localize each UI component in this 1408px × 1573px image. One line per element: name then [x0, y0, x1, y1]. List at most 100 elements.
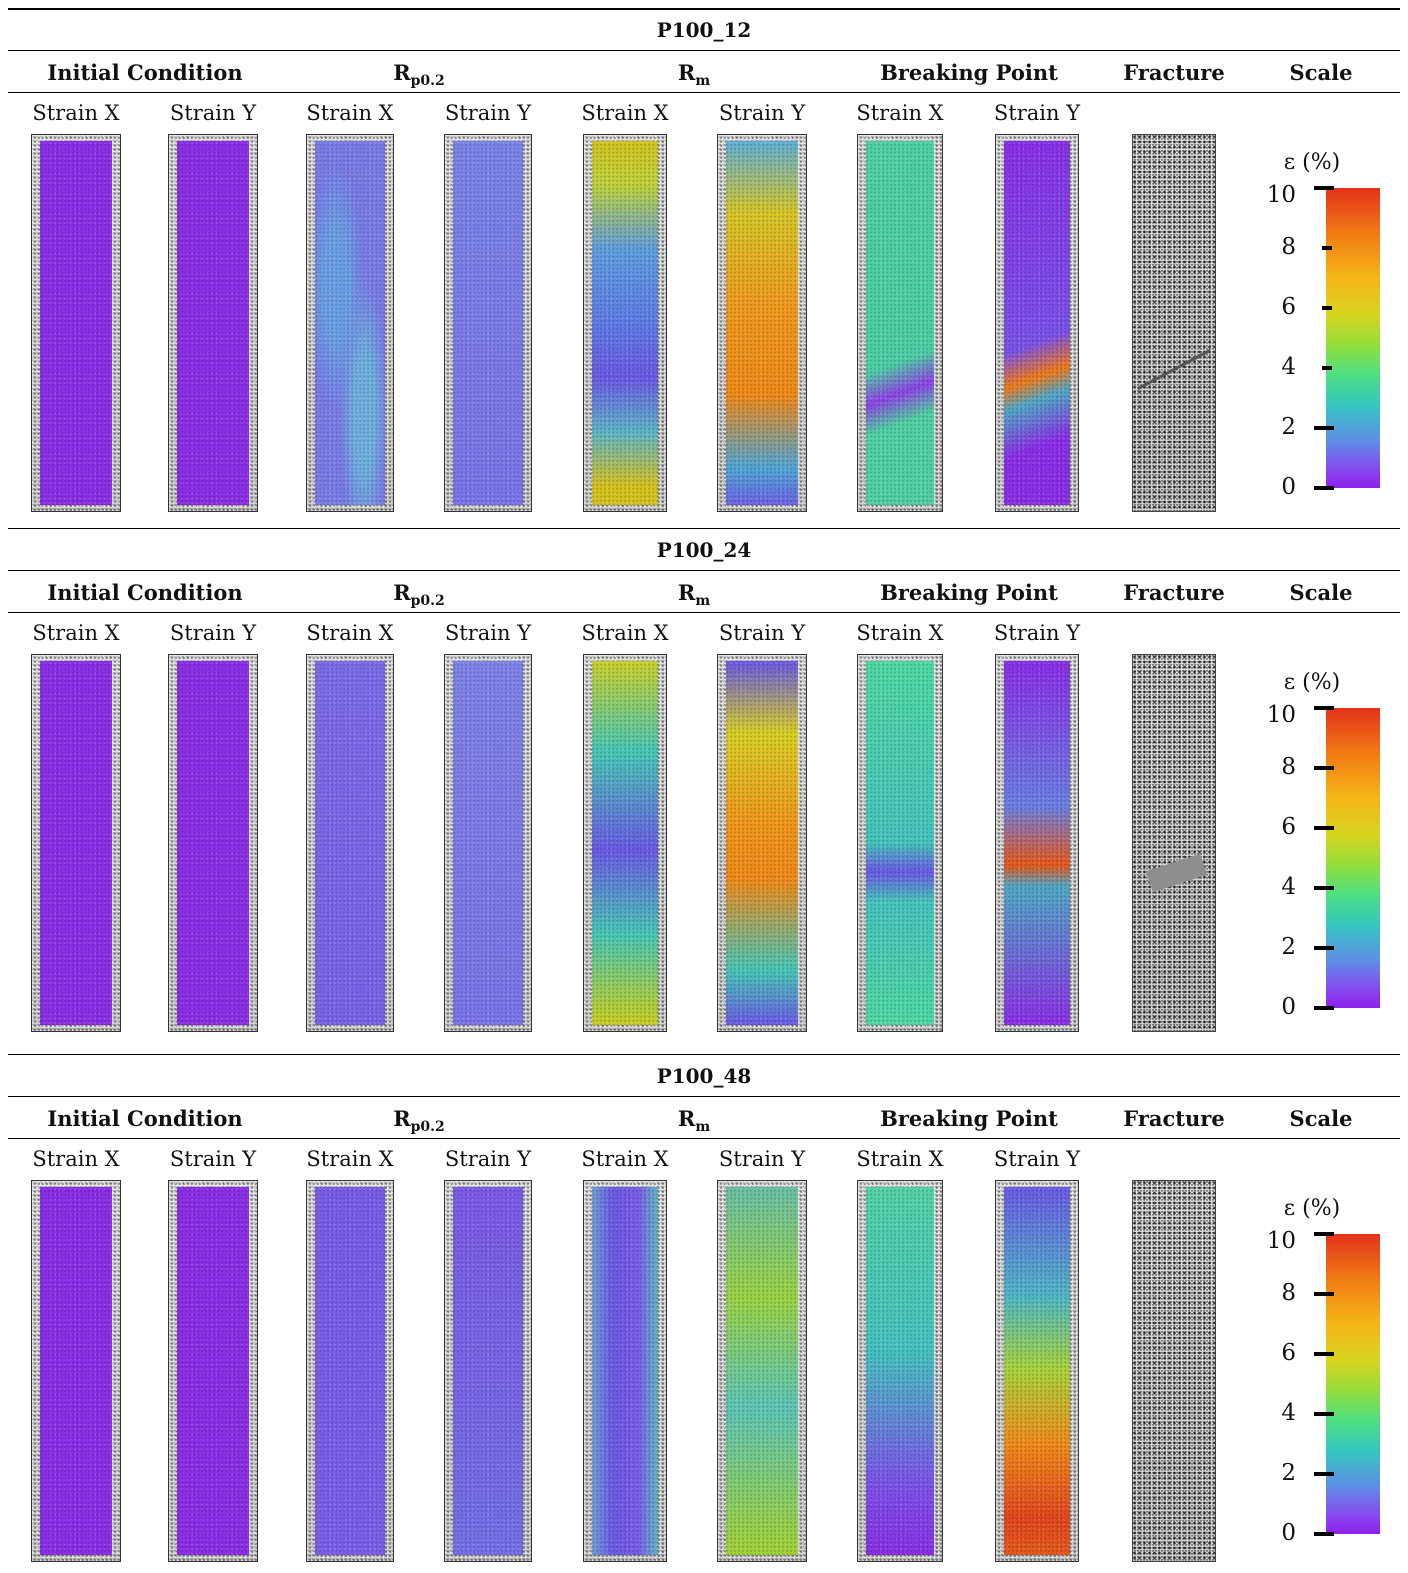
strain-texture — [307, 655, 393, 1031]
scale-tick-label: 2 — [1281, 934, 1296, 960]
strain-overlay — [866, 661, 934, 1025]
scale-tick — [1314, 1412, 1334, 1416]
scale-tick-label: 6 — [1281, 814, 1296, 840]
strain-texture — [996, 655, 1078, 1031]
subheader-strain: Strain Y — [718, 621, 806, 645]
subheader-strain: Strain Y — [169, 1147, 257, 1171]
subheader-strain: Strain Y — [169, 101, 257, 125]
strain-texture — [32, 135, 120, 511]
strain-texture — [445, 1181, 531, 1561]
scale-tick-label: 4 — [1281, 874, 1296, 900]
specimen-image — [583, 654, 667, 1032]
scale-epsilon-label: ε (%) — [1283, 150, 1341, 175]
header-scale: Scale — [1289, 60, 1353, 85]
header-breaking-point: Breaking Point — [880, 580, 1058, 605]
scale-tick — [1322, 366, 1332, 370]
specimen-image — [995, 134, 1079, 512]
subheader-strain: Strain X — [32, 621, 120, 645]
strain-texture — [858, 1181, 942, 1561]
header-rm-main: R — [677, 60, 696, 85]
subheader-strain: Strain X — [32, 1147, 120, 1171]
header-fracture: Fracture — [1123, 580, 1225, 605]
strain-overlay — [315, 1187, 385, 1555]
specimen-image — [306, 1180, 394, 1562]
header-rm: Rm — [644, 580, 744, 614]
header-initial-condition: Initial Condition — [47, 60, 243, 85]
strain-texture — [445, 655, 531, 1031]
section-title: P100_12 — [656, 18, 752, 42]
strain-overlay — [592, 661, 658, 1025]
fracture-image — [1132, 134, 1216, 512]
scale-tick — [1314, 886, 1334, 890]
specimen-image — [31, 1180, 121, 1562]
strain-overlay — [453, 661, 523, 1025]
header-rp02-sub: p0.2 — [410, 73, 445, 89]
strain-texture — [584, 1181, 666, 1561]
scale-tick — [1314, 826, 1334, 830]
scale-tick-label: 10 — [1266, 1228, 1296, 1254]
color-scale-bar — [1326, 188, 1380, 488]
header-rp02-sub: p0.2 — [410, 593, 445, 609]
subheader-rule — [8, 612, 1400, 613]
header-initial-condition: Initial Condition — [47, 1106, 243, 1131]
fracture-crack — [1137, 349, 1211, 391]
subheader-rule — [8, 92, 1400, 93]
fracture-crack — [1145, 853, 1208, 893]
strain-texture — [718, 1181, 806, 1561]
strain-overlay — [592, 1187, 658, 1555]
subheader-strain: Strain Y — [718, 1147, 806, 1171]
subheader-strain: Strain X — [306, 1147, 394, 1171]
subheader-strain: Strain Y — [993, 101, 1081, 125]
scale-tick-label: 8 — [1281, 754, 1296, 780]
subheader-strain: Strain X — [581, 101, 669, 125]
specimen-image — [444, 654, 532, 1032]
subheader-strain: Strain X — [32, 101, 120, 125]
strain-overlay — [866, 1187, 934, 1555]
fracture-image — [1132, 1180, 1216, 1562]
header-breaking-point: Breaking Point — [880, 60, 1058, 85]
specimen-image — [583, 134, 667, 512]
header-rp02-main: R — [393, 580, 411, 605]
specimen-image — [306, 654, 394, 1032]
scale-tick-label: 8 — [1281, 234, 1296, 260]
scale-tick-label: 0 — [1281, 1520, 1296, 1546]
header-rm: Rm — [644, 60, 744, 94]
scale-tick — [1314, 486, 1334, 490]
scale-tick — [1322, 306, 1332, 310]
strain-texture — [718, 655, 806, 1031]
color-scale-bar — [1326, 708, 1380, 1008]
strain-overlay — [177, 1187, 249, 1555]
strain-texture — [996, 1181, 1078, 1561]
scale-tick — [1314, 1232, 1334, 1236]
fracture-image — [1132, 654, 1216, 1032]
specimen-image — [717, 1180, 807, 1562]
strain-overlay — [315, 141, 385, 505]
scale-tick-label: 4 — [1281, 354, 1296, 380]
scale-tick — [1314, 1472, 1334, 1476]
strain-overlay — [592, 141, 658, 505]
subheader-strain: Strain Y — [444, 1147, 532, 1171]
scale-tick-label: 4 — [1281, 1400, 1296, 1426]
scale-tick — [1314, 706, 1334, 710]
strain-overlay — [726, 1187, 798, 1555]
header-rm-main: R — [677, 580, 696, 605]
strain-texture — [169, 1181, 257, 1561]
subheader-strain: Strain Y — [444, 101, 532, 125]
strain-texture — [718, 135, 806, 511]
scale-tick-label: 0 — [1281, 474, 1296, 500]
scale-tick — [1314, 426, 1334, 430]
strain-texture — [858, 135, 942, 511]
specimen-image — [995, 1180, 1079, 1562]
strain-overlay — [1004, 661, 1070, 1025]
header-rp02: Rp0.2 — [359, 1106, 479, 1140]
header-rp02-main: R — [393, 60, 411, 85]
scale-epsilon-label: ε (%) — [1283, 1196, 1341, 1221]
specimen-image — [444, 134, 532, 512]
strain-texture — [169, 655, 257, 1031]
header-rp02: Rp0.2 — [359, 580, 479, 614]
scale-tick-label: 2 — [1281, 414, 1296, 440]
scale-tick — [1314, 1532, 1334, 1536]
specimen-image — [168, 654, 258, 1032]
scale-tick-label: 6 — [1281, 294, 1296, 320]
header-fracture: Fracture — [1123, 1106, 1225, 1131]
